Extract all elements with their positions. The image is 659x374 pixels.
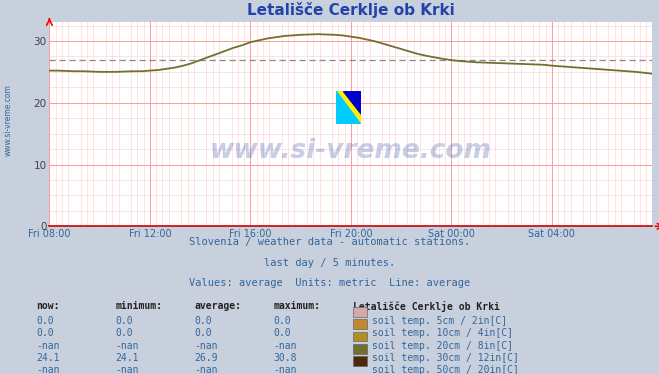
Text: 0.0: 0.0 <box>273 328 291 338</box>
Text: last day / 5 minutes.: last day / 5 minutes. <box>264 258 395 268</box>
Text: soil temp. 10cm / 4in[C]: soil temp. 10cm / 4in[C] <box>372 328 513 338</box>
Text: -nan: -nan <box>36 341 60 351</box>
Text: 0.0: 0.0 <box>194 316 212 326</box>
Title: Letališče Cerklje ob Krki: Letališče Cerklje ob Krki <box>247 3 455 18</box>
Text: 0.0: 0.0 <box>115 328 133 338</box>
Text: soil temp. 30cm / 12in[C]: soil temp. 30cm / 12in[C] <box>372 353 519 363</box>
Text: 0.0: 0.0 <box>194 328 212 338</box>
Text: 0.0: 0.0 <box>36 316 54 326</box>
Text: www.si-vreme.com: www.si-vreme.com <box>210 138 492 164</box>
Text: -nan: -nan <box>194 341 218 351</box>
Polygon shape <box>343 91 361 114</box>
Text: -nan: -nan <box>115 365 139 374</box>
Text: www.si-vreme.com: www.si-vreme.com <box>3 84 13 156</box>
Text: -nan: -nan <box>194 365 218 374</box>
Text: minimum:: minimum: <box>115 301 162 311</box>
Text: 30.8: 30.8 <box>273 353 297 363</box>
Text: Letališče Cerklje ob Krki: Letališče Cerklje ob Krki <box>353 301 500 312</box>
Text: -nan: -nan <box>36 365 60 374</box>
Text: Values: average  Units: metric  Line: average: Values: average Units: metric Line: aver… <box>189 278 470 288</box>
Text: average:: average: <box>194 301 241 311</box>
Text: Slovenia / weather data - automatic stations.: Slovenia / weather data - automatic stat… <box>189 237 470 248</box>
Text: 26.9: 26.9 <box>194 353 218 363</box>
Text: soil temp. 20cm / 8in[C]: soil temp. 20cm / 8in[C] <box>372 341 513 351</box>
Text: -nan: -nan <box>273 341 297 351</box>
Text: soil temp. 5cm / 2in[C]: soil temp. 5cm / 2in[C] <box>372 316 507 326</box>
Text: 0.0: 0.0 <box>273 316 291 326</box>
Text: maximum:: maximum: <box>273 301 320 311</box>
Polygon shape <box>336 91 361 125</box>
Text: 0.0: 0.0 <box>36 328 54 338</box>
Text: -nan: -nan <box>273 365 297 374</box>
Text: now:: now: <box>36 301 60 311</box>
Text: 0.0: 0.0 <box>115 316 133 326</box>
Text: soil temp. 50cm / 20in[C]: soil temp. 50cm / 20in[C] <box>372 365 519 374</box>
Polygon shape <box>336 91 361 125</box>
Text: 24.1: 24.1 <box>36 353 60 363</box>
Text: -nan: -nan <box>115 341 139 351</box>
Text: 24.1: 24.1 <box>115 353 139 363</box>
